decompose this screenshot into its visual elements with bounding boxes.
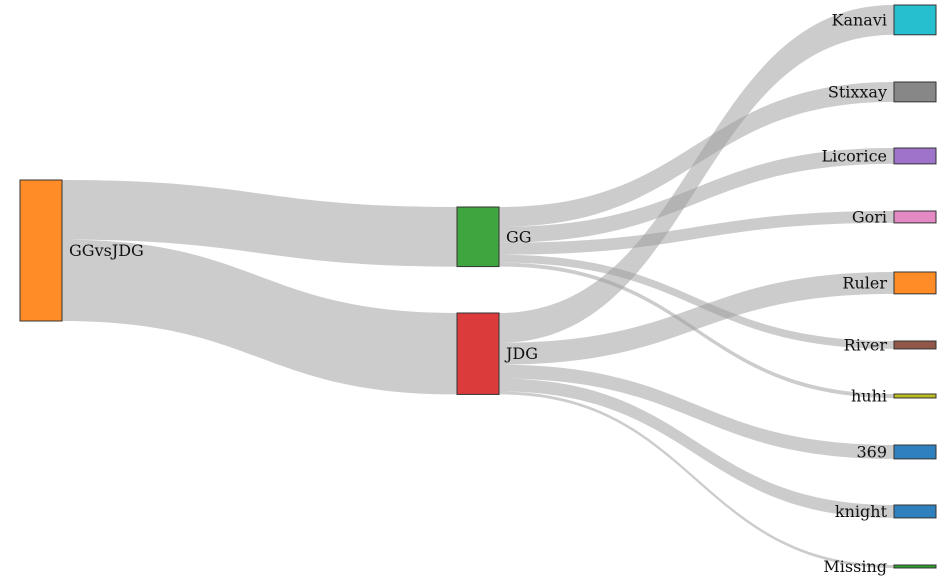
link-gg-to-stixxay[interactable] xyxy=(499,82,894,227)
link-ggvsjdg-to-jdg[interactable] xyxy=(62,239,457,395)
node-label-licorice: Licorice xyxy=(821,146,887,165)
node-label-stixxay: Stixxay xyxy=(828,82,887,101)
link-gg-to-gori[interactable] xyxy=(499,211,894,255)
node-label-kanavi: Kanavi xyxy=(832,10,888,29)
node-label-369: 369 xyxy=(856,442,887,461)
node-label-knight: knight xyxy=(835,502,888,521)
node-licorice[interactable] xyxy=(893,147,937,165)
node-gg[interactable] xyxy=(456,206,500,268)
link-jdg-to-kanavi[interactable] xyxy=(499,5,894,343)
node-gori[interactable] xyxy=(893,210,937,224)
node-369[interactable] xyxy=(893,444,937,460)
node-kanavi[interactable] xyxy=(893,4,937,36)
node-ggvsjdg[interactable] xyxy=(19,179,63,322)
nodes-layer xyxy=(19,4,937,569)
node-label-gg: GG xyxy=(506,227,532,246)
link-jdg-to-missing[interactable] xyxy=(499,391,894,568)
node-label-ggvsjdg: GGvsJDG xyxy=(69,241,144,260)
link-jdg-to-knight[interactable] xyxy=(499,378,894,518)
node-missing[interactable] xyxy=(893,564,937,569)
link-gg-to-river[interactable] xyxy=(499,254,894,349)
node-label-gori: Gori xyxy=(852,207,887,226)
node-huhi[interactable] xyxy=(893,393,937,399)
labels-layer: GGvsJDG GG JDG Kanavi Stixxay Licorice Gori Rul… xyxy=(69,10,888,576)
node-label-river: River xyxy=(844,335,888,354)
node-label-huhi: huhi xyxy=(851,386,887,405)
node-knight[interactable] xyxy=(893,504,937,519)
link-jdg-to-369[interactable] xyxy=(499,364,894,459)
node-label-ruler: Ruler xyxy=(842,273,887,292)
link-ggvsjdg-to-gg[interactable] xyxy=(62,180,457,267)
node-label-jdg: JDG xyxy=(504,344,538,363)
link-jdg-to-ruler[interactable] xyxy=(499,272,894,365)
link-gg-to-huhi[interactable] xyxy=(499,262,894,398)
links-layer xyxy=(62,5,894,568)
node-river[interactable] xyxy=(893,340,937,350)
node-label-missing: Missing xyxy=(823,557,887,576)
node-ruler[interactable] xyxy=(893,271,937,295)
node-jdg[interactable] xyxy=(456,312,500,395)
node-stixxay[interactable] xyxy=(893,81,937,103)
link-gg-to-licorice[interactable] xyxy=(499,148,894,243)
